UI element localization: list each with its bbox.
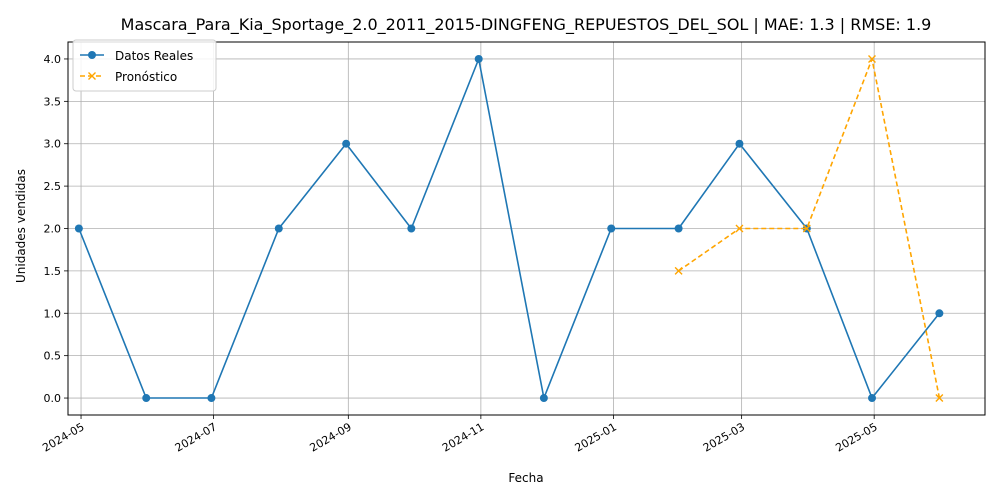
legend-marker-datos-reales	[88, 51, 96, 59]
data-point	[74, 224, 83, 233]
forecast-point	[935, 394, 944, 403]
legend-marker-pronostico	[88, 72, 96, 80]
legend-label-pronostico: Pronóstico	[115, 70, 177, 84]
y-tick-label: 3.0	[44, 138, 62, 151]
data-point	[735, 139, 744, 148]
data-point	[607, 224, 616, 233]
chart-title: Mascara_Para_Kia_Sportage_2.0_2011_2015-…	[121, 15, 932, 35]
data-point	[407, 224, 416, 233]
y-tick-label: 2.5	[44, 180, 62, 193]
forecast-point	[674, 266, 683, 275]
data-point	[474, 54, 483, 63]
data-point	[274, 224, 283, 233]
y-tick-label: 0.5	[44, 350, 62, 363]
y-axis-label: Unidades vendidas	[14, 169, 28, 283]
data-point	[342, 139, 351, 148]
forecast-point	[735, 224, 744, 233]
y-tick-label: 1.0	[44, 307, 62, 320]
series-line-0	[78, 58, 941, 399]
y-tick-label: 4.0	[44, 53, 62, 66]
data-point	[539, 394, 548, 403]
legend-label-datos-reales: Datos Reales	[115, 49, 193, 63]
y-tick-label: 3.5	[44, 95, 62, 108]
data-point	[142, 394, 151, 403]
data-point	[868, 394, 877, 403]
legend: Datos Reales Pronóstico	[72, 39, 217, 92]
y-tick-label: 1.5	[44, 265, 62, 278]
series-line-1	[678, 58, 941, 399]
data-point	[674, 224, 683, 233]
data-point	[207, 394, 216, 403]
x-axis-label: Fecha	[508, 471, 543, 485]
y-tick-label: 0.0	[44, 392, 62, 405]
data-point	[935, 309, 944, 318]
y-tick-label: 2.0	[44, 223, 62, 236]
legend-box	[72, 39, 217, 92]
forecast-point	[802, 224, 811, 233]
forecast-point	[868, 54, 876, 63]
